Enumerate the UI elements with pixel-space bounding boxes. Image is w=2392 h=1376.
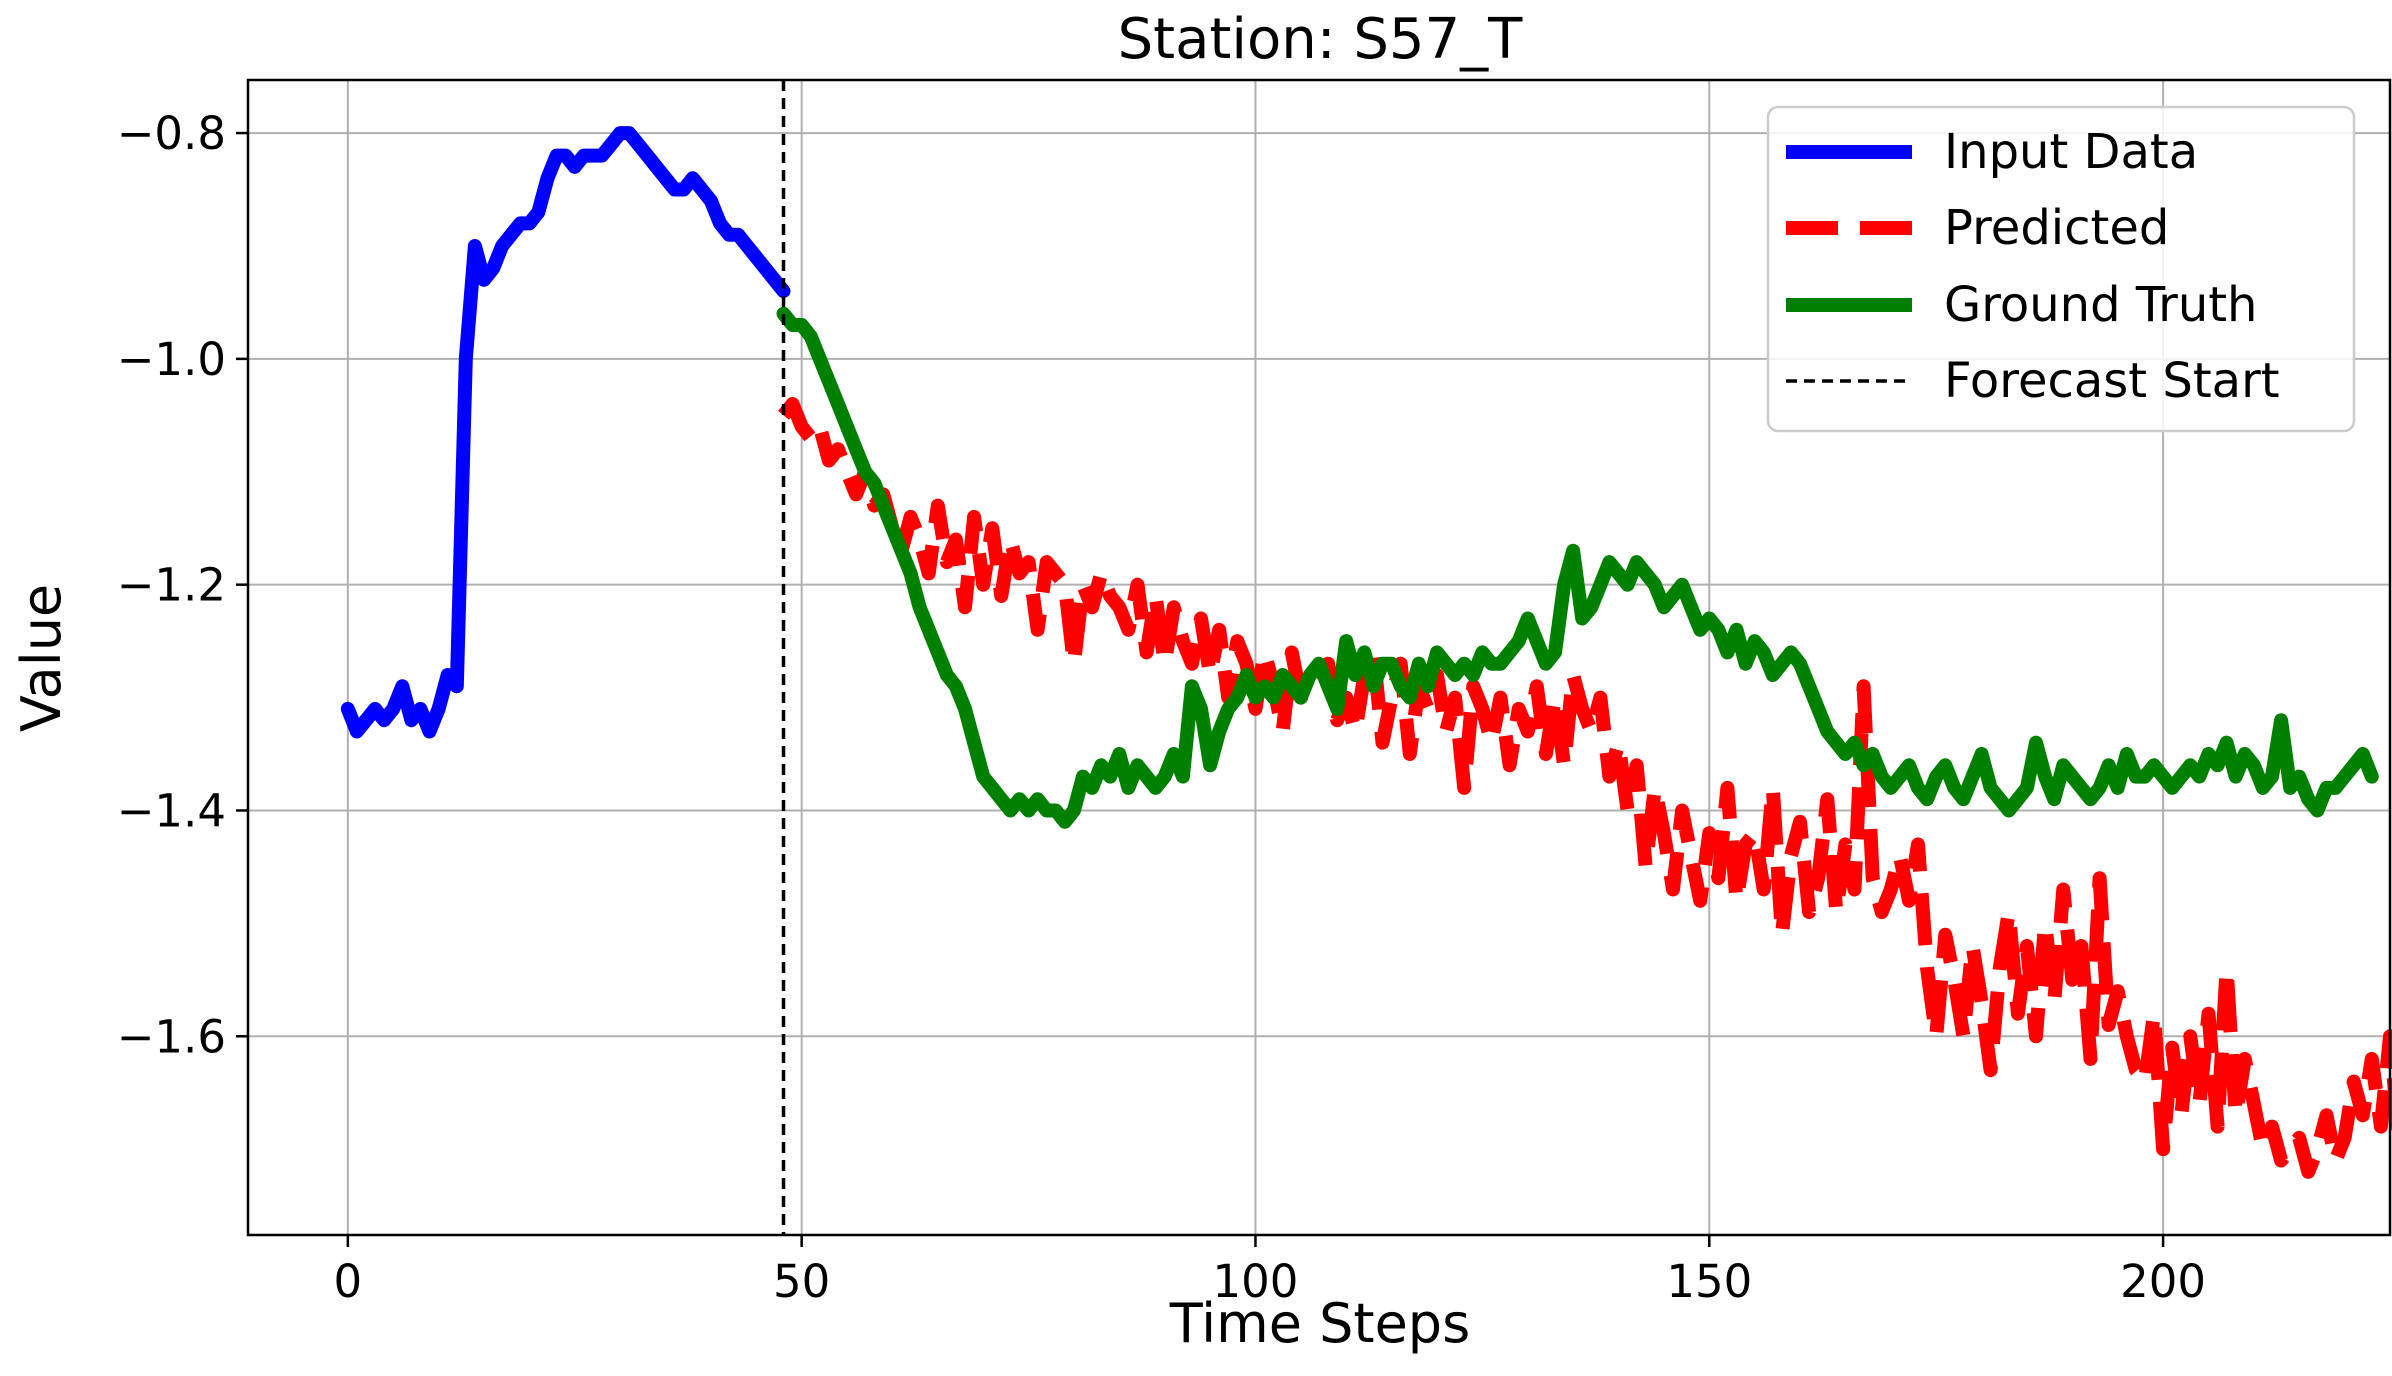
series-line-predicted <box>778 397 2392 1179</box>
x-tick-label: 200 <box>2120 1255 2206 1308</box>
y-axis-label: Value <box>10 584 73 732</box>
x-axis-ticks: 0 50 100 150 200 <box>334 1235 2206 1308</box>
legend-frame <box>1766 105 2356 433</box>
legend-label-input-data: Input Data <box>1944 124 2198 180</box>
series-line-input-data <box>340 126 791 739</box>
series-line-ground-truth <box>776 306 2379 829</box>
y-tick-label: −1.4 <box>117 784 226 837</box>
legend-label-ground-truth: Ground Truth <box>1944 277 2257 333</box>
x-tick-label: 150 <box>1666 1255 1752 1308</box>
series-layer <box>340 126 2392 1179</box>
legend: Input Data Predicted Ground Truth Foreca… <box>1766 105 2356 433</box>
x-tick-label: 100 <box>1213 1255 1299 1308</box>
legend-label-predicted: Predicted <box>1944 200 2169 256</box>
y-tick-label: −0.8 <box>117 107 226 160</box>
x-tick-label: 0 <box>334 1255 363 1308</box>
y-tick-label: −1.0 <box>117 333 226 386</box>
legend-label-forecast-start: Forecast Start <box>1944 353 2280 409</box>
chart-title: Station: S57_T <box>1118 7 1524 72</box>
x-axis-label: Time Steps <box>1169 1292 1470 1355</box>
plot-frame <box>246 78 2392 1237</box>
x-tick-label: 50 <box>773 1255 830 1308</box>
y-tick-label: −1.6 <box>117 1010 226 1063</box>
y-axis-ticks: −0.8 −1.0 −1.2 −1.4 −1.6 <box>117 107 248 1063</box>
y-tick-label: −1.2 <box>117 559 226 612</box>
